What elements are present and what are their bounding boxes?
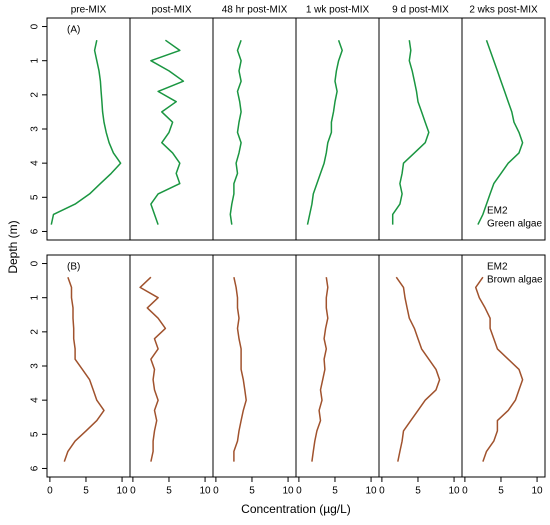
panel-title: pre-MIX [71,5,107,16]
x-tick-label: 10 [282,486,294,497]
y-tick-label: 1 [30,294,41,300]
y-tick-label: 4 [30,160,41,166]
annotation: EM2 [487,262,508,273]
y-tick-label: 0 [30,260,41,266]
x-tick-label: 0 [47,486,53,497]
x-tick-label: 5 [498,486,504,497]
profile-line [311,277,329,462]
profile-line [474,276,524,462]
profile-line [233,277,247,462]
y-tick-label: 2 [30,329,41,335]
x-tick-label: 5 [332,486,338,497]
y-tick-label: 6 [30,228,41,234]
x-tick-label: 0 [130,486,136,497]
x-tick-label: 5 [83,486,89,497]
y-tick-label: 0 [30,23,41,29]
profile-line [391,40,430,225]
panel-title: 9 d post-MIX [392,5,449,16]
profile-line [139,276,167,462]
panel-title: post-MIX [151,5,191,16]
x-tick-label: 0 [462,486,468,497]
annotation: Green algae [487,219,542,230]
x-tick-label: 5 [415,486,421,497]
profile-line [306,39,343,225]
profile-line [229,39,242,225]
profile-line [395,276,441,462]
x-tick-label: 0 [213,486,219,497]
x-tick-label: 0 [379,486,385,497]
y-tick-label: 6 [30,465,41,471]
y-tick-label: 5 [30,194,41,200]
x-tick-label: 5 [249,486,255,497]
x-tick-label: 10 [531,486,543,497]
profile-line [150,39,185,225]
x-tick-label: 10 [365,486,377,497]
annotation: EM2 [487,206,508,217]
x-tick-label: 5 [166,486,172,497]
profile-line [50,40,122,225]
y-tick-label: 4 [30,397,41,403]
y-tick-label: 3 [30,363,41,369]
x-tick-label: 0 [296,486,302,497]
panel-title: 1 wk post-MIX [306,5,370,16]
panel-title: 2 wks post-MIX [469,5,538,16]
y-axis-label: Depth (m) [6,220,20,273]
profile-line [63,276,105,462]
annotation: Brown algae [487,275,543,286]
x-axis-label: Concentration (µg/L) [241,502,351,516]
panel-title: 48 hr post-MIX [222,5,288,16]
row-label: (B) [67,262,80,273]
x-tick-label: 10 [199,486,211,497]
y-tick-label: 1 [30,57,41,63]
profile-line [477,39,524,225]
x-tick-label: 10 [116,486,128,497]
x-tick-label: 10 [448,486,460,497]
y-tick-label: 2 [30,92,41,98]
y-tick-label: 3 [30,126,41,132]
row-label: (A) [67,25,80,36]
y-tick-label: 5 [30,431,41,437]
